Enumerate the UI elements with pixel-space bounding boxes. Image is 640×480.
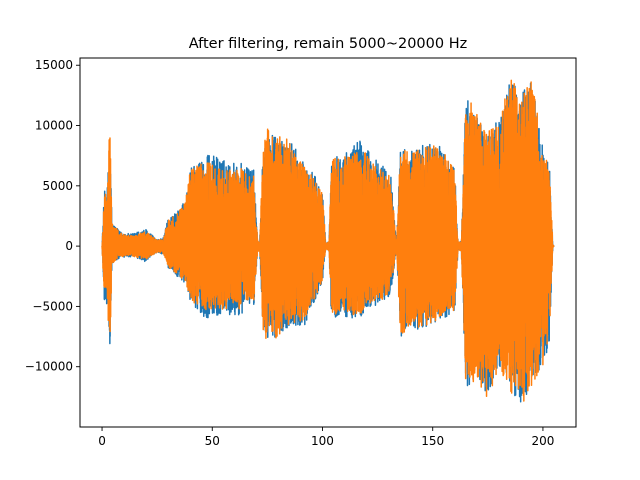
x-tick-label: 50 [205,434,220,448]
chart-title: After filtering, remain 5000~20000 Hz [189,36,468,52]
y-tick-label: −10000 [25,360,73,374]
x-tick-label: 100 [311,434,334,448]
series-line-2 [101,79,555,402]
y-tick-label: 5000 [42,179,73,193]
y-tick-label: −5000 [32,299,73,313]
y-tick-label: 0 [65,239,73,253]
y-tick-label: 15000 [35,58,73,72]
x-tick-label: 150 [421,434,444,448]
y-tick-label: 10000 [35,119,73,133]
x-tick-label: 0 [98,434,106,448]
axes-frame [79,57,577,428]
x-tick-label: 200 [531,434,554,448]
y-axis: −10000 −5000 0 5000 10000 15000 [25,58,80,374]
series-layer [101,79,555,403]
x-axis: 0 50 100 150 200 [98,427,554,448]
